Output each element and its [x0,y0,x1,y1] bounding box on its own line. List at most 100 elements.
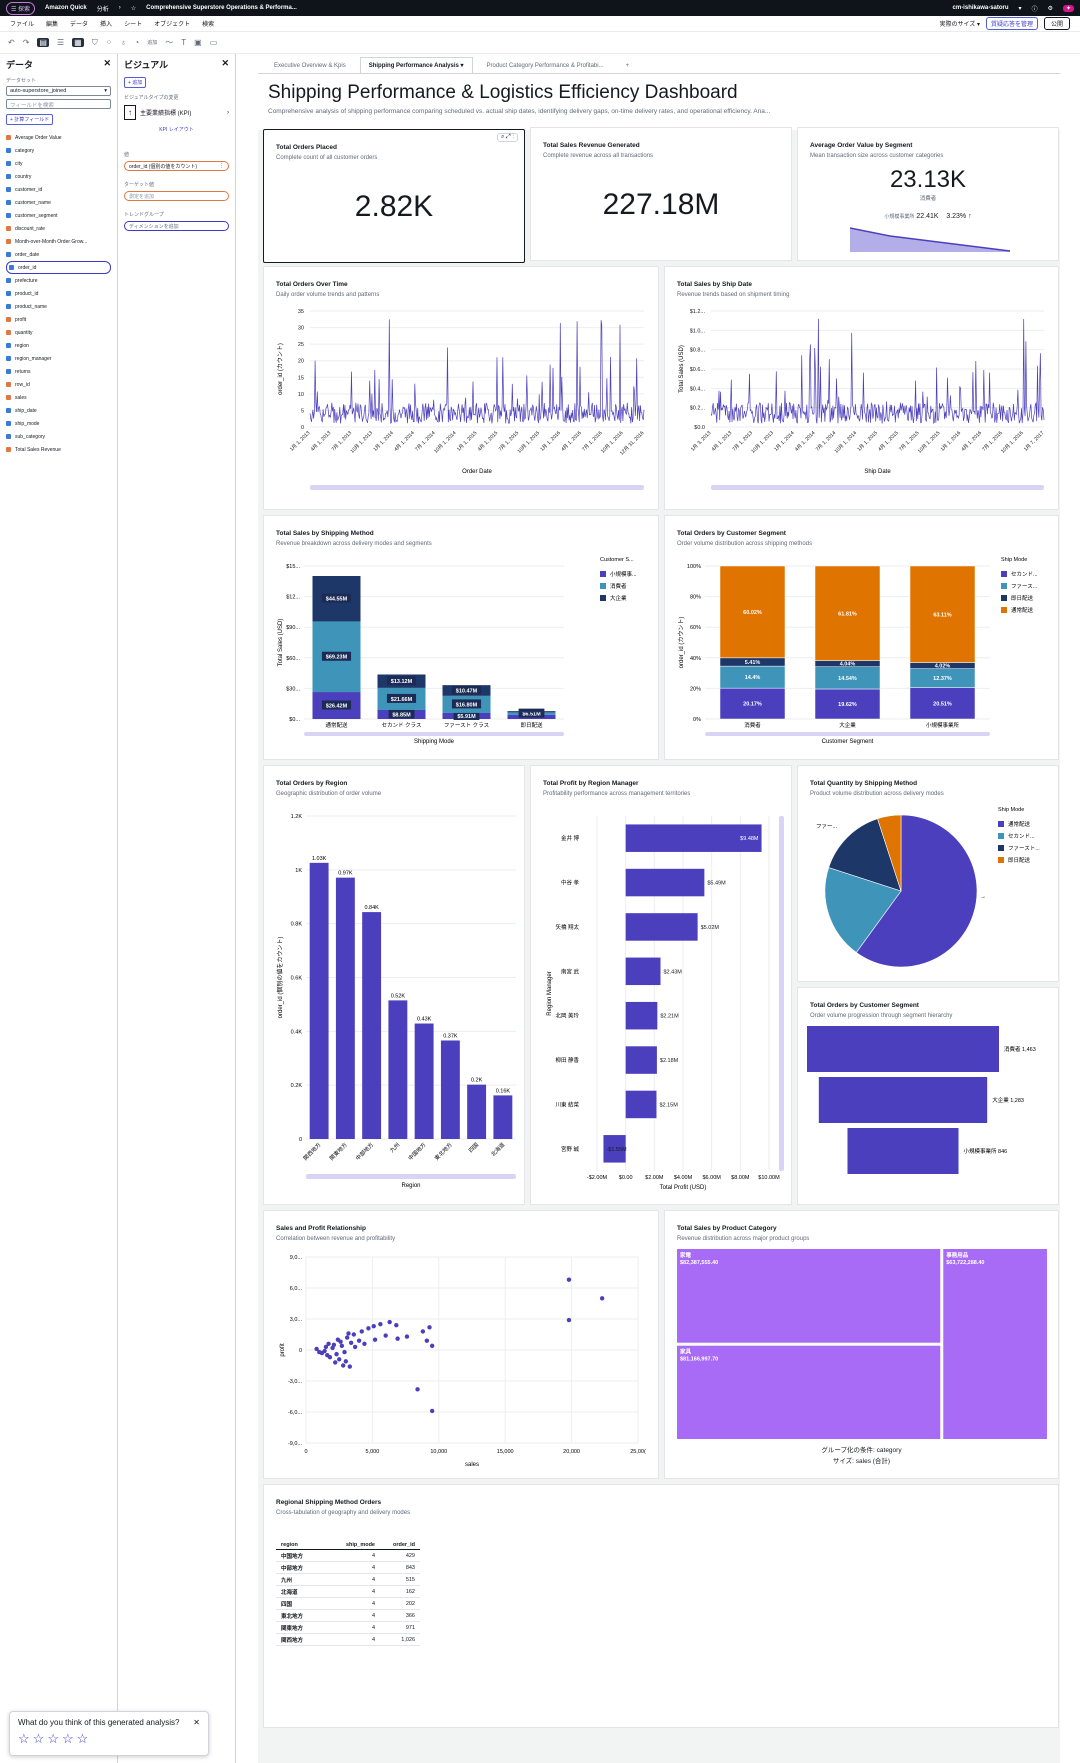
help-icon[interactable]: ⓘ [1031,6,1038,13]
column-header-ship-mode[interactable]: ship_mode [332,1541,380,1550]
field-item[interactable]: row_id [6,378,111,391]
kpi-avg-order-value[interactable]: Average Order Value by Segment Mean tran… [797,127,1059,261]
tab-product-category[interactable]: Product Category Performance & Profitabi… [486,63,604,69]
visual-menu-icon[interactable]: ⌕ ⤢ ⋮ [497,133,518,142]
rating-stars[interactable]: ☆☆☆☆☆ [18,1731,200,1747]
close-icon[interactable]: ✕ [221,58,229,68]
table-row[interactable]: 関西地方 4 1,026 [276,1633,420,1646]
field-item[interactable]: order_id [6,261,111,274]
field-item[interactable]: returns [6,365,111,378]
visual-panel-icon[interactable]: ▦ [72,38,84,47]
size-select[interactable]: 実際のサイズ ▾ [939,22,980,28]
field-item[interactable]: sub_category [6,430,111,443]
close-icon[interactable]: ✕ [103,58,111,68]
table-row[interactable]: 関東地方 4 971 [276,1621,420,1634]
field-item[interactable]: region [6,339,111,352]
add-sheet-button[interactable]: + [625,63,630,69]
add-calculated-field-button[interactable]: + 計算フィールド [6,114,54,125]
explore-badge[interactable]: ☰ 探索 [6,1,36,15]
target-field-well[interactable]: 測定を追加 [124,191,229,201]
chart-orders-by-segment[interactable]: Total Orders by Customer Segment Order v… [664,515,1059,760]
tab-executive-overview[interactable]: Executive Overview & Kpis [274,63,346,69]
menu-insert[interactable]: 挿入 [100,22,113,28]
field-item[interactable]: Average Order Value [6,131,111,144]
menu-object[interactable]: オブジェクト [154,22,191,28]
visual-type-select[interactable]: ↑ 主要業績指標 (KPI) › [124,105,229,120]
menu-sheet[interactable]: シート [124,22,143,28]
app-name[interactable]: Amazon Quick [45,5,87,11]
tab-shipping-performance[interactable]: Shipping Performance Analysis ▾ [359,57,473,73]
field-item[interactable]: sales [6,391,111,404]
field-item[interactable]: customer_id [6,183,111,196]
table-row[interactable]: 四国 4 202 [276,1597,420,1610]
field-item[interactable]: discount_rate [6,222,111,235]
chart-sales-by-ship-date[interactable]: Total Sales by Ship Date Revenue trends … [664,266,1059,510]
field-item[interactable]: city [6,157,111,170]
field-item[interactable]: ship_mode [6,417,111,430]
field-item[interactable]: prefecture [6,274,111,287]
field-item[interactable]: customer_name [6,196,111,209]
field-item[interactable]: country [6,170,111,183]
grid-icon[interactable]: ⁘ [105,38,113,47]
chevron-down-icon[interactable]: ▾ [1018,5,1022,12]
field-search-input[interactable]: フィールドを検索 [6,99,111,109]
table-row[interactable]: 北海道 4 162 [276,1585,420,1598]
chart-sales-profit-scatter[interactable]: Sales and Profit Relationship Correlatio… [263,1210,659,1479]
insight-icon[interactable]: ♁ [120,38,127,47]
star-icon[interactable]: ☆ [32,1731,48,1746]
table-regional-shipping[interactable]: Regional Shipping Method Orders Cross-ta… [263,1484,1059,1728]
field-item[interactable]: ship_date [6,404,111,417]
star-icon[interactable]: ☆ [61,1731,77,1746]
menu-edit[interactable]: 編集 [46,22,59,28]
publish-button[interactable]: 公開 [1043,17,1070,30]
manage-qa-button[interactable]: 質疑応答を管理 [985,17,1038,30]
field-item[interactable]: order_date [6,248,111,261]
chart-orders-over-time[interactable]: Total Orders Over Time Daily order volum… [263,266,659,510]
field-item[interactable]: Total Sales Revenue [6,443,111,456]
table-row[interactable]: 中部地方 4 843 [276,1561,420,1574]
chart-profit-by-manager[interactable]: Total Profit by Region Manager Profitabi… [530,765,792,1205]
field-item[interactable]: product_id [6,287,111,300]
undo-icon[interactable]: ↶ [8,38,15,47]
trend-field-well[interactable]: ディメンションを追加 [124,221,229,231]
chart-orders-funnel[interactable]: Total Orders by Customer Segment Order v… [797,987,1059,1205]
menu-data[interactable]: データ [70,22,89,28]
visual-add-button[interactable]: + 追加 [124,77,147,88]
star-icon[interactable]: ☆ [130,5,137,12]
chart-sales-by-category[interactable]: Total Sales by Product Category Revenue … [664,1210,1059,1479]
kpi-total-orders[interactable]: Total Orders Placed Complete count of al… [263,129,525,263]
table-row[interactable]: 中国地方 4 429 [276,1549,420,1562]
table-row[interactable]: 東北地方 4 366 [276,1609,420,1622]
field-item[interactable]: product_name [6,300,111,313]
settings-icon[interactable]: ⚙ [1047,5,1053,12]
dataset-select[interactable]: auto-superstore_joined ▾ [6,86,111,96]
data-panel-icon[interactable]: ▤ [37,38,49,47]
table-row[interactable]: 九州 4 515 [276,1573,420,1586]
line-chart-icon[interactable]: 〜 [165,38,174,47]
redo-icon[interactable]: ↷ [22,38,30,47]
filter-icon[interactable]: ⛉ [91,37,98,47]
column-header-order-id[interactable]: order_id [380,1541,420,1550]
kpi-layout-link[interactable]: KPI レイアウト [159,127,194,133]
field-item[interactable]: profit [6,313,111,326]
star-icon[interactable]: ☆ [47,1731,62,1746]
breadcrumb-analysis[interactable]: 分析 [96,6,109,13]
text-icon[interactable]: T [181,38,187,47]
field-item[interactable]: category [6,144,111,157]
field-item[interactable]: customer_segment [6,209,111,222]
star-icon[interactable]: ☆ [76,1731,92,1746]
column-header-region[interactable]: region [276,1541,332,1550]
field-item[interactable]: quantity [6,326,111,339]
field-item[interactable]: region_manager [6,352,111,365]
user-name[interactable]: cm-ishikawa-satoru [952,5,1009,11]
theme-icon[interactable]: ◔ [134,38,140,47]
add-label[interactable]: 追加 [147,40,158,46]
star-icon[interactable]: ☆ [18,1731,33,1746]
menu-file[interactable]: ファイル [10,22,35,28]
chart-orders-by-region[interactable]: Total Orders by Region Geographic distri… [263,765,525,1205]
field-item[interactable]: Month-over-Month Order Grow... [6,235,111,248]
media-icon[interactable]: ▭ [209,38,218,47]
chart-sales-by-shipping-method[interactable]: Total Sales by Shipping Method Revenue b… [263,515,659,760]
menu-search[interactable]: 検索 [202,22,215,28]
close-icon[interactable]: ✕ [193,1718,200,1727]
